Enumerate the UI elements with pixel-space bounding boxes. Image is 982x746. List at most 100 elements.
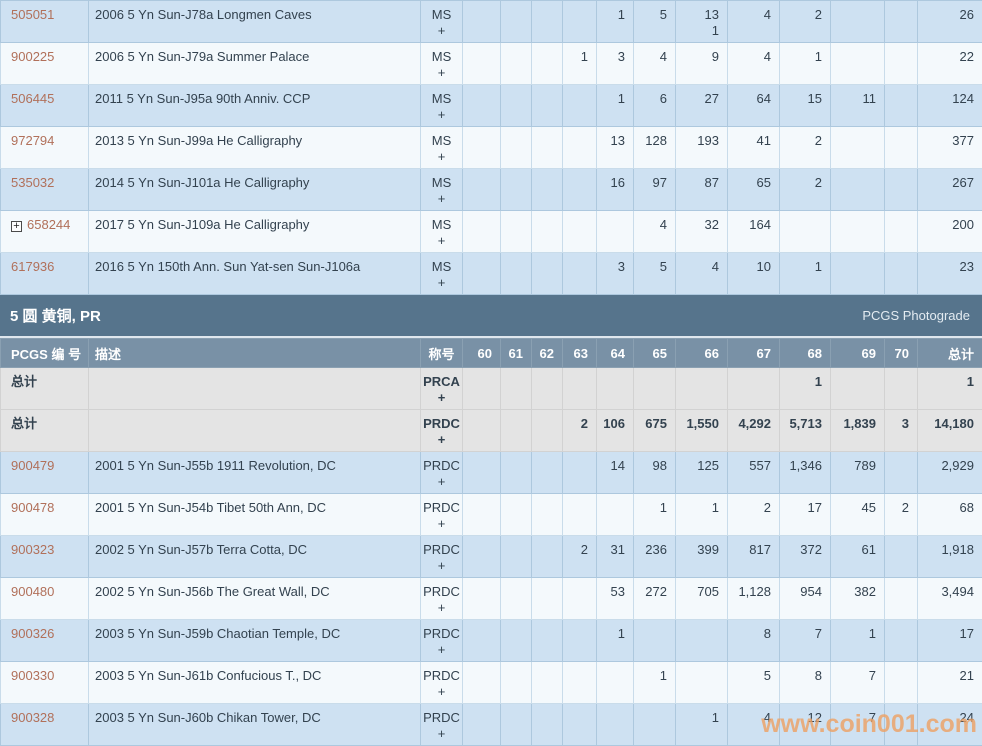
pcgs-number-link[interactable]: 900479 bbox=[11, 458, 55, 473]
total-count-cell: 267 bbox=[917, 168, 982, 211]
grade-count-cell: 2 bbox=[779, 126, 831, 169]
pcgs-number-cell: 900326 bbox=[0, 619, 89, 662]
coin-description bbox=[88, 409, 421, 452]
designation-cell: PRDC + bbox=[420, 451, 463, 494]
coin-description: 2014 5 Yn Sun-J101a He Calligraphy bbox=[88, 168, 421, 211]
grade-count-cell: 1 bbox=[779, 252, 831, 295]
grade-count-cell: 1 bbox=[675, 493, 728, 536]
designation-cell: PRDC + bbox=[420, 409, 463, 452]
column-header-61: 61 bbox=[500, 338, 532, 368]
pcgs-number-link[interactable]: 900328 bbox=[11, 710, 55, 725]
pcgs-number-link[interactable]: 900330 bbox=[11, 668, 55, 683]
grade-count-cell bbox=[462, 451, 501, 494]
grade-count-cell bbox=[531, 451, 563, 494]
grade-count-cell: 1 bbox=[675, 703, 728, 746]
pcgs-number-link[interactable]: 972794 bbox=[11, 133, 55, 148]
total-count-cell: 377 bbox=[917, 126, 982, 169]
grade-count-cell bbox=[500, 126, 532, 169]
grade-count-cell bbox=[562, 451, 597, 494]
pcgs-number-link[interactable]: 535032 bbox=[11, 175, 55, 190]
total-count-cell: 14,180 bbox=[917, 409, 982, 452]
total-count-cell: 21 bbox=[917, 661, 982, 704]
pcgs-number-link[interactable]: 900480 bbox=[11, 584, 55, 599]
column-header-63: 63 bbox=[562, 338, 597, 368]
grade-count-cell bbox=[462, 84, 501, 127]
grade-count-cell bbox=[675, 367, 728, 410]
column-header-68: 68 bbox=[779, 338, 831, 368]
pcgs-number-link[interactable]: 505051 bbox=[11, 7, 55, 22]
expand-icon[interactable]: + bbox=[11, 221, 22, 232]
grade-count-cell bbox=[562, 493, 597, 536]
grade-count-cell: 399 bbox=[675, 535, 728, 578]
pcgs-number-link[interactable]: 658244 bbox=[27, 217, 71, 232]
grade-count-cell bbox=[884, 619, 918, 662]
grade-count-cell: 1 bbox=[779, 42, 831, 85]
grade-count-cell bbox=[884, 451, 918, 494]
grade-count-cell bbox=[500, 252, 532, 295]
grade-count-cell bbox=[500, 210, 532, 253]
grade-count-cell: 954 bbox=[779, 577, 831, 620]
pcgs-number-cell: 900330 bbox=[0, 661, 89, 704]
grade-count-cell bbox=[562, 126, 597, 169]
coin-description: 2002 5 Yn Sun-J57b Terra Cotta, DC bbox=[88, 535, 421, 578]
grade-count-cell bbox=[884, 367, 918, 410]
grade-count-cell: 9 bbox=[675, 42, 728, 85]
grade-count-cell: 705 bbox=[675, 577, 728, 620]
table-row: 505051 2006 5 Yn Sun-J78a Longmen Caves MS… bbox=[0, 0, 982, 43]
grade-count-cell: 1 bbox=[596, 619, 634, 662]
designation-cell: PRDC + bbox=[420, 577, 463, 620]
grade-count-cell bbox=[462, 661, 501, 704]
grade-count-cell bbox=[531, 619, 563, 662]
grade-count-cell: 41 bbox=[727, 126, 780, 169]
grade-count-cell: 7 bbox=[779, 619, 831, 662]
pcgs-number-link[interactable]: 900326 bbox=[11, 626, 55, 641]
pcgs-number-link[interactable]: 617936 bbox=[11, 259, 55, 274]
grade-count-cell: 5 bbox=[633, 252, 676, 295]
pcgs-number-link[interactable]: 900478 bbox=[11, 500, 55, 515]
grade-count-cell bbox=[779, 210, 831, 253]
designation-cell: PRDC + bbox=[420, 493, 463, 536]
grade-count-cell: 1 bbox=[830, 619, 885, 662]
column-header-67: 67 bbox=[727, 338, 780, 368]
grade-count-cell bbox=[462, 42, 501, 85]
pcgs-number-link[interactable]: 506445 bbox=[11, 91, 55, 106]
table-row: 506445 2011 5 Yn Sun-J95a 90th Anniv. CCP… bbox=[0, 84, 982, 127]
grade-count-cell bbox=[596, 493, 634, 536]
pcgs-number-link[interactable]: 900225 bbox=[11, 49, 55, 64]
grade-count-cell bbox=[884, 42, 918, 85]
pcgs-number-cell: 900323 bbox=[0, 535, 89, 578]
grade-count-cell bbox=[596, 661, 634, 704]
grade-count-cell: 10 bbox=[727, 252, 780, 295]
total-count-cell: 3,494 bbox=[917, 577, 982, 620]
grade-count-cell: 372 bbox=[779, 535, 831, 578]
grade-count-cell: 4 bbox=[727, 42, 780, 85]
grade-count-cell: 1,839 bbox=[830, 409, 885, 452]
total-row-label: 总计 bbox=[11, 374, 38, 389]
grade-count-cell bbox=[531, 210, 563, 253]
column-header-pcgs-number: PCGS 编 号 bbox=[0, 338, 89, 368]
pcgs-number-link[interactable]: 900323 bbox=[11, 542, 55, 557]
grade-count-cell: 382 bbox=[830, 577, 885, 620]
grade-count-cell: 2 bbox=[884, 493, 918, 536]
table-row: 900480 2002 5 Yn Sun-J56b The Great Wall,… bbox=[0, 577, 982, 620]
designation-cell: MS + bbox=[420, 42, 463, 85]
grade-count-cell: 4,292 bbox=[727, 409, 780, 452]
grade-count-cell: 2 bbox=[727, 493, 780, 536]
grade-count-cell bbox=[462, 367, 501, 410]
grade-count-cell: 1,346 bbox=[779, 451, 831, 494]
grade-count-cell bbox=[531, 661, 563, 704]
grade-count-cell: 16 bbox=[596, 168, 634, 211]
total-count-cell: 200 bbox=[917, 210, 982, 253]
pcgs-number-cell: 900225 bbox=[0, 42, 89, 85]
total-count-cell: 68 bbox=[917, 493, 982, 536]
grade-count-cell: 5 bbox=[633, 0, 676, 43]
coin-description: 2017 5 Yn Sun-J109a He Calligraphy bbox=[88, 210, 421, 253]
designation-cell: MS + bbox=[420, 84, 463, 127]
pcgs-number-cell: 900479 bbox=[0, 451, 89, 494]
grade-count-cell bbox=[462, 409, 501, 452]
grade-count-cell bbox=[462, 535, 501, 578]
grade-count-cell: 15 bbox=[779, 84, 831, 127]
grade-count-cell bbox=[462, 577, 501, 620]
grade-count-cell bbox=[462, 252, 501, 295]
